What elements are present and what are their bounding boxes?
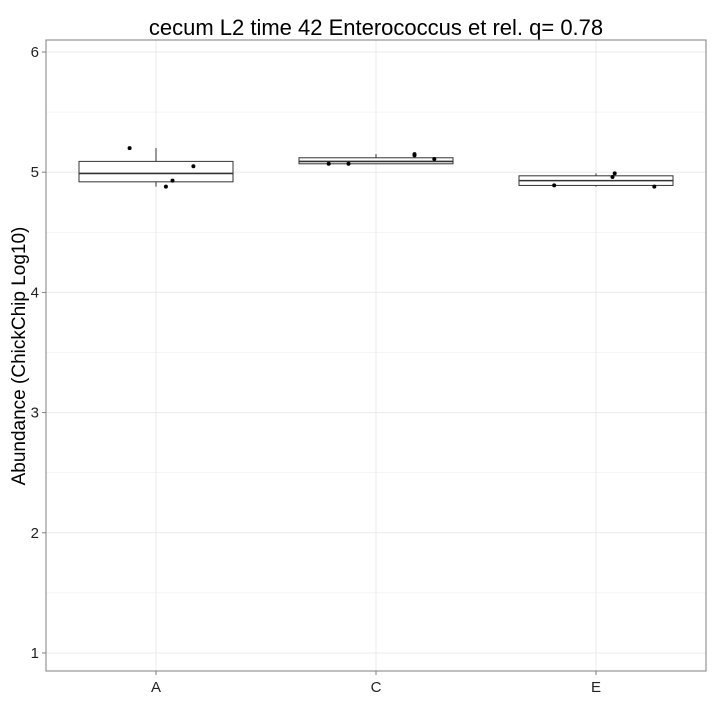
box-A	[78, 148, 234, 187]
box-E	[518, 173, 674, 187]
data-point	[191, 164, 196, 169]
data-point	[163, 184, 168, 189]
y-axis-label: Abundance (ChickChip Log10)	[9, 227, 30, 486]
chart-title: cecum L2 time 42 Enterococcus et rel. q=…	[149, 15, 603, 40]
point-layer	[127, 146, 657, 189]
y-tick-label: 6	[31, 44, 39, 61]
data-point	[127, 146, 132, 151]
x-tick-label: A	[151, 679, 161, 696]
data-point	[652, 184, 657, 189]
y-tick-label: 2	[31, 525, 39, 542]
data-point	[346, 161, 351, 166]
data-point	[170, 178, 175, 183]
data-point	[612, 171, 617, 176]
y-tick-label: 1	[31, 645, 39, 662]
data-point	[432, 156, 437, 161]
y-tick-label: 3	[31, 405, 39, 422]
x-tick-label: E	[591, 679, 601, 696]
box-body	[78, 160, 234, 183]
data-point	[610, 175, 615, 180]
x-tick-label: C	[371, 679, 382, 696]
data-point	[412, 153, 417, 158]
y-axis: 1 2 3 4 5 6	[31, 44, 46, 662]
y-tick-label: 5	[31, 164, 39, 181]
data-point	[326, 161, 331, 166]
y-tick-label: 4	[31, 284, 39, 301]
data-point	[552, 183, 557, 188]
box-C	[298, 154, 454, 165]
grid-layer	[46, 40, 706, 671]
